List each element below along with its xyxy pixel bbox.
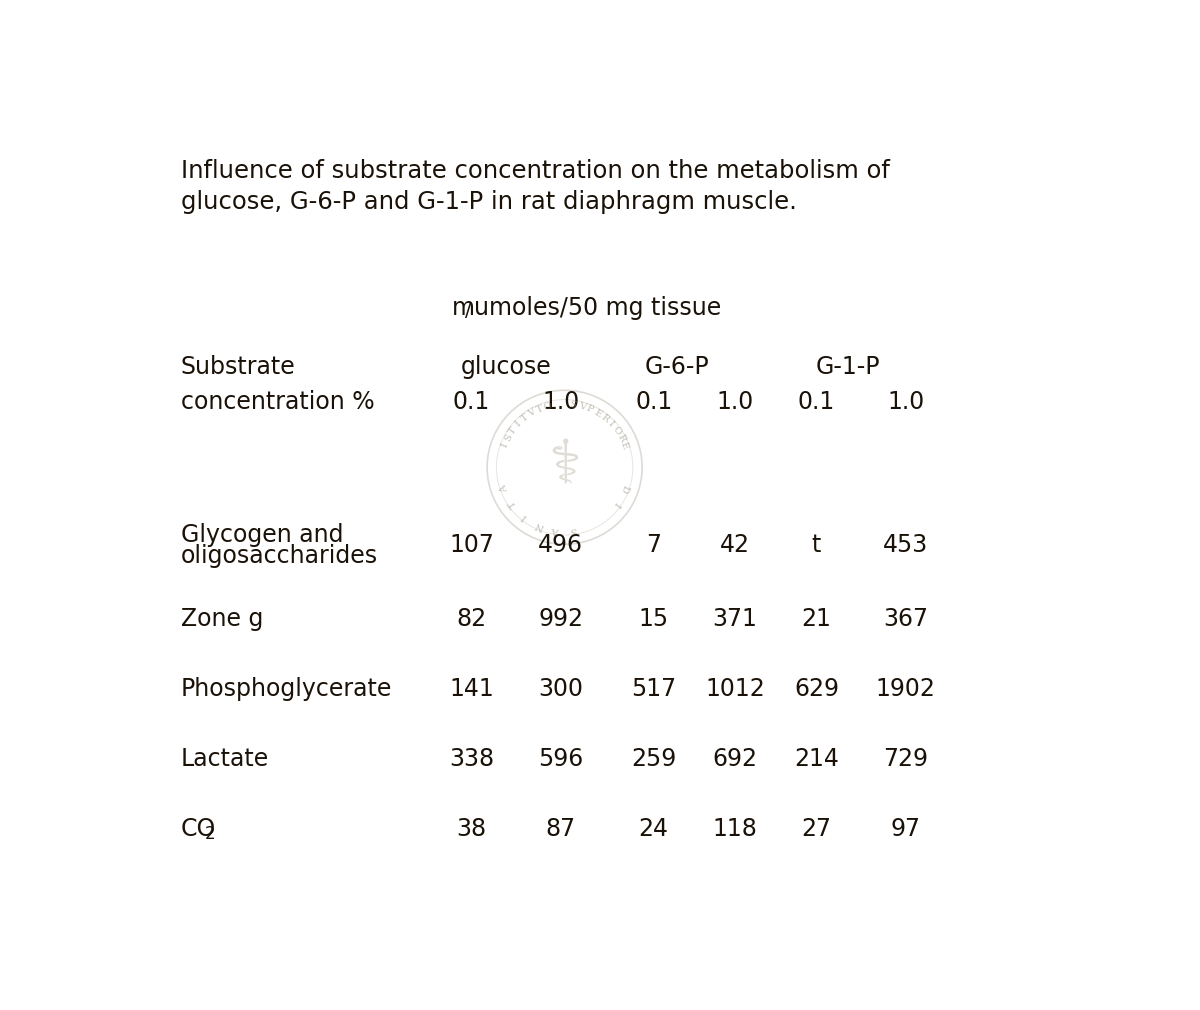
Text: T: T bbox=[508, 499, 518, 509]
Text: 118: 118 bbox=[713, 817, 757, 841]
Text: I: I bbox=[606, 419, 616, 428]
Text: 300: 300 bbox=[539, 678, 583, 701]
Text: 141: 141 bbox=[449, 678, 494, 701]
Text: /: / bbox=[464, 301, 472, 320]
Text: A: A bbox=[499, 484, 510, 494]
Text: G-6-P: G-6-P bbox=[644, 355, 709, 379]
Text: Lactate: Lactate bbox=[181, 747, 269, 772]
Text: V: V bbox=[527, 408, 538, 419]
Text: Glycogen and: Glycogen and bbox=[181, 522, 343, 546]
Text: 1902: 1902 bbox=[876, 678, 936, 701]
Text: t: t bbox=[812, 533, 821, 558]
Text: V: V bbox=[577, 401, 587, 412]
Text: T: T bbox=[520, 412, 530, 424]
Text: oligosaccharides: oligosaccharides bbox=[181, 544, 378, 569]
Text: A: A bbox=[552, 525, 560, 534]
Text: 692: 692 bbox=[713, 747, 757, 772]
Text: 107: 107 bbox=[449, 533, 494, 558]
Text: 21: 21 bbox=[802, 607, 832, 631]
Text: O: O bbox=[542, 401, 552, 412]
Text: S: S bbox=[503, 432, 514, 443]
Text: Influence of substrate concentration on the metabolism of: Influence of substrate concentration on … bbox=[181, 159, 890, 183]
Text: 1.0: 1.0 bbox=[716, 390, 754, 413]
Text: 2: 2 bbox=[204, 825, 215, 843]
Text: glucose, G-6-P and G-1-P in rat diaphragm muscle.: glucose, G-6-P and G-1-P in rat diaphrag… bbox=[181, 190, 797, 214]
Text: Substrate: Substrate bbox=[181, 355, 295, 379]
Text: Phosphoglycerate: Phosphoglycerate bbox=[181, 678, 392, 701]
Text: 453: 453 bbox=[883, 533, 929, 558]
Text: G-1-P: G-1-P bbox=[815, 355, 880, 379]
Text: 7: 7 bbox=[647, 533, 661, 558]
Text: 1012: 1012 bbox=[706, 678, 766, 701]
Text: 27: 27 bbox=[802, 817, 832, 841]
Text: concentration %: concentration % bbox=[181, 390, 374, 413]
Text: 259: 259 bbox=[631, 747, 677, 772]
Text: 1.0: 1.0 bbox=[542, 390, 580, 413]
Text: R: R bbox=[599, 412, 611, 424]
Text: 517: 517 bbox=[631, 678, 677, 701]
Text: 367: 367 bbox=[883, 607, 928, 631]
Text: 0.1: 0.1 bbox=[798, 390, 835, 413]
Text: T: T bbox=[535, 404, 545, 415]
Text: 24: 24 bbox=[638, 817, 668, 841]
Text: 0.1: 0.1 bbox=[454, 390, 491, 413]
Text: 214: 214 bbox=[794, 747, 839, 772]
Text: glucose: glucose bbox=[461, 355, 552, 379]
Text: 15: 15 bbox=[638, 607, 668, 631]
Text: 42: 42 bbox=[720, 533, 750, 558]
Text: N: N bbox=[534, 519, 545, 531]
Text: umoles/50 mg tissue: umoles/50 mg tissue bbox=[474, 296, 721, 320]
Text: 38: 38 bbox=[456, 817, 487, 841]
Text: Zone g: Zone g bbox=[181, 607, 263, 631]
Text: CO: CO bbox=[181, 817, 216, 841]
Text: 496: 496 bbox=[539, 533, 583, 558]
Text: 97: 97 bbox=[890, 817, 920, 841]
Text: 87: 87 bbox=[546, 817, 576, 841]
Text: O: O bbox=[611, 425, 623, 436]
Text: T: T bbox=[508, 425, 518, 436]
Text: 371: 371 bbox=[713, 607, 757, 631]
Text: m: m bbox=[452, 296, 475, 320]
Text: P: P bbox=[584, 404, 595, 415]
Text: I: I bbox=[521, 512, 529, 521]
Text: S: S bbox=[569, 525, 577, 534]
Text: ⚕: ⚕ bbox=[548, 437, 581, 497]
Text: E: E bbox=[619, 440, 630, 450]
Text: 629: 629 bbox=[794, 678, 839, 701]
Text: 729: 729 bbox=[883, 747, 928, 772]
Text: I: I bbox=[500, 442, 510, 449]
Text: S: S bbox=[569, 400, 577, 410]
Text: D: D bbox=[619, 484, 630, 494]
Text: 82: 82 bbox=[456, 607, 487, 631]
Text: 338: 338 bbox=[449, 747, 494, 772]
Text: I: I bbox=[514, 419, 523, 428]
Text: 596: 596 bbox=[538, 747, 583, 772]
Text: R: R bbox=[616, 432, 626, 443]
Text: I: I bbox=[612, 500, 622, 508]
Text: E: E bbox=[592, 407, 602, 419]
Text: 1.0: 1.0 bbox=[887, 390, 924, 413]
Text: 992: 992 bbox=[539, 607, 583, 631]
Text: 0.1: 0.1 bbox=[635, 390, 672, 413]
